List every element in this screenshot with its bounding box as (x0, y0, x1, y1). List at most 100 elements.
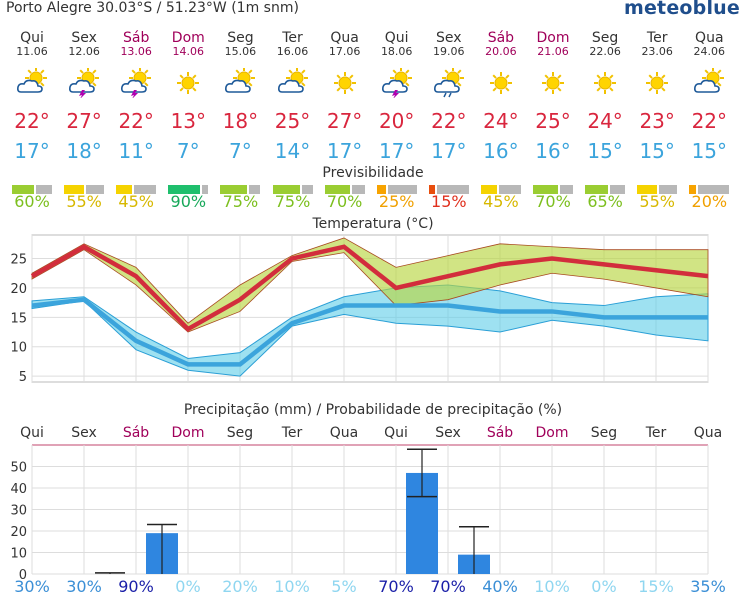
day-date: 11.06 (16, 45, 48, 58)
y-tick-label: 0 (19, 568, 27, 580)
precipitation-day-label: Dom (171, 425, 205, 441)
day-name: Ter (282, 30, 303, 46)
day-date: 21.06 (537, 45, 569, 58)
predictability-fill (637, 185, 658, 194)
predictability-rest (249, 185, 261, 194)
y-tick-label: 20 (10, 525, 27, 540)
precipitation-probability: 90% (118, 577, 154, 596)
predictability-value: 15% (431, 192, 467, 211)
predictability-rest (387, 185, 417, 194)
precipitation-day-label: Ter (645, 425, 667, 441)
min-temperature: 16° (483, 139, 519, 163)
predictability-value: 45% (118, 192, 154, 211)
predictability-rest (202, 185, 209, 194)
predictability-rest (36, 185, 52, 194)
max-temperature: 22° (691, 109, 728, 133)
precipitation-day-label: Sex (71, 425, 97, 441)
day-name: Sáb (487, 30, 515, 46)
min-temperature: 7° (176, 139, 200, 163)
day-date: 14.06 (172, 45, 205, 58)
meteoblue-logo[interactable]: meteoblue (623, 0, 740, 19)
y-tick-label: 5 (19, 370, 27, 385)
day-name: Qui (20, 30, 44, 46)
min-temperature: 17° (431, 139, 467, 163)
sunny-icon (631, 68, 683, 98)
predictability-rest (301, 185, 313, 194)
temperature-heading: Temperatura (°C) (312, 216, 434, 232)
predictability-rest (659, 185, 678, 194)
max-temperature: 25° (274, 109, 311, 133)
max-temperature: 25° (535, 109, 571, 133)
min-temperature: 15° (587, 139, 623, 163)
precipitation-day-label: Qua (329, 425, 359, 441)
location-title: Porto Alegre 30.03°S / 51.23°W (1m snm) (6, 0, 299, 16)
day-date: 16.06 (276, 45, 309, 58)
min-temperature: 16° (535, 139, 571, 163)
day-name: Dom (536, 30, 570, 46)
max-temperature: 22° (431, 109, 467, 133)
precipitation-day-label: Dom (535, 425, 569, 441)
predictability-value: 90% (170, 192, 207, 211)
predictability-rest (560, 185, 573, 194)
day-date: 20.06 (485, 45, 517, 58)
precipitation-probability: 10% (274, 577, 310, 596)
predictability-fill (480, 185, 497, 194)
min-temperature: 17° (14, 139, 50, 163)
cloudy-sun-icon (6, 67, 58, 98)
precipitation-probability: 20% (222, 577, 258, 596)
temperature-chart: 5 10 15 20 25 (10, 234, 709, 385)
precipitation-probability: 15% (638, 577, 674, 596)
precipitation-probability: 70% (378, 577, 414, 596)
sunny-icon (579, 68, 631, 98)
precipitation-day-label: Seg (590, 425, 618, 441)
precipitation-probability: 5% (331, 577, 357, 596)
day-name: Qui (384, 30, 409, 46)
day-name: Qua (695, 30, 724, 46)
y-tick-label: 20 (10, 282, 27, 297)
rain-sun-icon (423, 67, 475, 98)
precipitation-probability: 10% (534, 577, 570, 596)
min-temperature: 7° (229, 139, 252, 163)
predictability-value: 75% (222, 192, 259, 211)
day-name: Seg (227, 30, 254, 46)
day-date: 22.06 (589, 45, 621, 58)
sunny-icon (319, 68, 371, 98)
day-date: 15.06 (224, 45, 257, 58)
precipitation-probability: 70% (430, 577, 466, 596)
day-name: Sex (436, 30, 462, 46)
min-temperature: 14° (274, 139, 311, 163)
cloudy-sun-icon (267, 67, 319, 98)
predictability-fill (324, 185, 350, 194)
predictability-rest (351, 185, 365, 194)
min-temperature: 15° (691, 139, 728, 163)
predictability-fill (689, 185, 697, 194)
precipitation-probability: 30% (66, 577, 102, 596)
predictability-value: 65% (587, 192, 623, 211)
predictability-rest (498, 185, 521, 194)
predictability-fill (428, 185, 435, 194)
thunderstorm-sun-icon (371, 67, 423, 99)
precipitation-probability: 0% (175, 577, 201, 596)
predictability-value: 70% (535, 192, 571, 211)
y-tick-label: 30 (10, 504, 27, 519)
max-temperature: 20° (378, 109, 415, 133)
day-name: Ter (646, 30, 668, 46)
precipitation-heading: Precipitação (mm) / Probabilidade de pre… (183, 402, 563, 418)
y-tick-label: 40 (10, 482, 27, 497)
sunny-icon (527, 68, 579, 98)
predictability-value: 55% (639, 192, 675, 211)
min-temperature: 15° (639, 139, 675, 163)
cloudy-sun-icon (683, 67, 735, 98)
day-date: 23.06 (641, 45, 673, 58)
predictability-value: 45% (483, 192, 519, 211)
predictability-heading: Previsibilidade (322, 165, 424, 181)
predictability-fill (220, 185, 248, 194)
thunderstorm-sun-icon (58, 67, 110, 99)
precipitation-probability: 30% (14, 577, 50, 596)
precipitation-day-label: Qui (384, 425, 408, 441)
min-temperature: 11° (118, 139, 154, 163)
thunderstorm-sun-icon (110, 67, 162, 99)
precipitation-chart: 0 10 20 30 40 50 (10, 444, 709, 580)
day-date: 24.06 (693, 45, 726, 58)
predictability-value: 70% (326, 192, 363, 211)
